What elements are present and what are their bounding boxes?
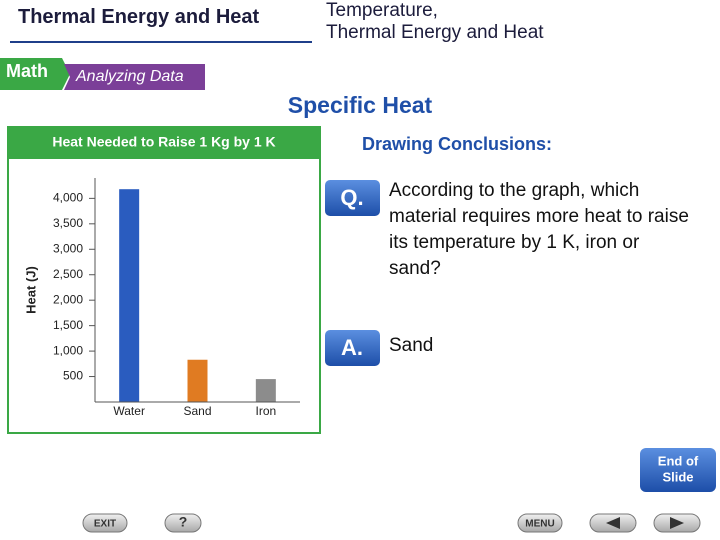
next-button[interactable] (653, 513, 701, 533)
section-title: Temperature, Thermal Energy and Heat (326, 0, 544, 44)
bar (255, 379, 276, 402)
section-line: Temperature, (326, 0, 438, 21)
chart-title: Heat Needed to Raise 1 Kg by 1 K (52, 134, 275, 150)
section-line: Thermal Energy and Heat (326, 22, 544, 43)
y-tick-label: 4,000 (53, 191, 83, 205)
tab-label: Math (6, 61, 48, 81)
q-label: Q. (340, 185, 363, 210)
analyzing-tab (64, 64, 205, 90)
menu-button[interactable] (517, 513, 563, 533)
tab-label: Analyzing Data (75, 68, 184, 85)
chart-title-bar (8, 127, 320, 159)
exit-button[interactable] (82, 513, 128, 533)
q-badge (325, 180, 380, 216)
y-axis-label: Heat (J) (23, 266, 38, 314)
end-label: End of (658, 453, 699, 468)
question-text: According to the graph, which material r… (389, 180, 689, 279)
y-tick-label: 3,500 (53, 216, 83, 230)
conclusions-title: Drawing Conclusions: (362, 134, 553, 154)
help-button[interactable] (164, 513, 202, 533)
y-tick-label: 3,000 (53, 241, 83, 255)
menu-label: MENU (525, 519, 554, 530)
chapter-title: Thermal Energy and Heat (18, 6, 260, 28)
prev-button[interactable] (589, 513, 637, 533)
help-label: ? (179, 514, 188, 530)
answer-text: Sand (389, 335, 434, 356)
a-label: A. (341, 335, 363, 360)
bar (187, 359, 208, 402)
end-of-slide-button[interactable] (640, 448, 716, 492)
y-tick-label: 1,000 (53, 343, 83, 357)
y-tick-label: 2,500 (53, 267, 83, 281)
bar (119, 189, 140, 402)
end-label: Slide (662, 469, 693, 484)
y-tick-label: 1,500 (53, 318, 83, 332)
x-tick-label: Water (113, 404, 145, 418)
y-tick-label: 500 (63, 369, 83, 383)
y-tick-label: 2,000 (53, 292, 83, 306)
slide-heading: Specific Heat (287, 92, 433, 118)
exit-label: EXIT (94, 519, 116, 530)
a-badge (325, 330, 380, 366)
math-tab (0, 58, 70, 90)
x-tick-label: Iron (255, 404, 276, 418)
x-tick-label: Sand (183, 404, 211, 418)
